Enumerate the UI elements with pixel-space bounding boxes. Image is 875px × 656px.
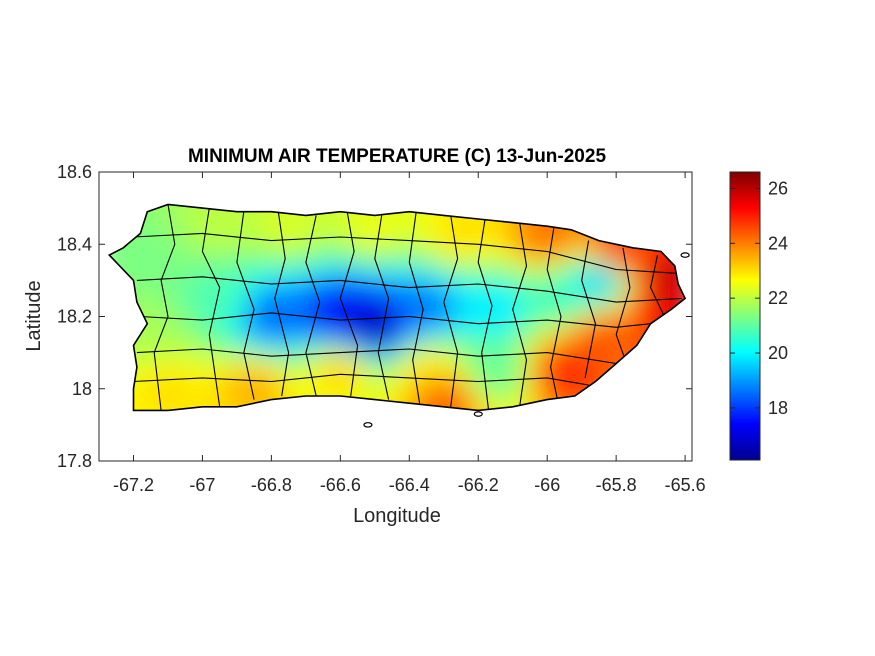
x-axis-ticks: -67.2 -67 -66.8 -66.6 -66.4 -66.2 -66 -65.8 -65.…: [113, 172, 706, 495]
colorbar-tick-label: 18: [768, 398, 788, 418]
map-plot-area: [98, 171, 693, 462]
islet: [363, 422, 373, 428]
municipality-boundary: [153, 204, 176, 411]
islet: [680, 252, 690, 258]
colorbar-gradient: [729, 171, 761, 461]
x-tick-label: -66.6: [320, 475, 361, 495]
municipality-boundary: [201, 208, 221, 407]
municipality-boundary: [305, 215, 321, 397]
municipality-boundary: [274, 211, 290, 397]
x-tick-label: -67: [189, 475, 215, 495]
municipality-boundary: [477, 218, 493, 411]
municipality-boundary: [339, 211, 359, 397]
x-tick-label: -65.6: [665, 475, 706, 495]
chart-title: MINIMUM AIR TEMPERATURE (C) 13-Jun-2025: [188, 146, 606, 167]
y-axis-label: Latitude: [23, 280, 45, 351]
y-tick-label: 18.6: [57, 162, 92, 182]
y-tick-label: 18.4: [57, 234, 92, 254]
colorbar-tick-label: 20: [768, 343, 788, 363]
colorbar-ticks: 18 20 22 24 26: [730, 178, 788, 418]
x-tick-label: -66.2: [458, 475, 499, 495]
y-tick-label: 17.8: [57, 451, 92, 471]
islet: [473, 411, 483, 417]
municipality-boundary: [408, 211, 424, 404]
municipality-boundary: [581, 240, 597, 379]
x-tick-label: -66.8: [251, 475, 292, 495]
municipality-boundary: [615, 247, 631, 364]
y-axis-ticks: 17.8 18 18.2 18.4 18.6: [57, 162, 692, 471]
municipality-boundary: [546, 226, 562, 400]
municipality-boundary: [512, 222, 528, 407]
municipality-boundaries: [133, 204, 682, 411]
colorbar-tick-label: 24: [768, 233, 788, 253]
x-tick-label: -66: [534, 475, 560, 495]
x-tick-label: -67.2: [113, 475, 154, 495]
colorbar: 18 20 22 24 26: [729, 171, 788, 461]
colorbar-tick-label: 22: [768, 288, 788, 308]
x-axis-label: Longitude: [353, 505, 441, 527]
municipality-boundary: [136, 348, 617, 365]
municipality-boundary: [133, 232, 675, 274]
municipality-boundary: [443, 215, 459, 407]
y-tick-label: 18: [72, 379, 92, 399]
islets: [363, 252, 690, 428]
x-tick-label: -65.8: [596, 475, 637, 495]
x-tick-label: -66.4: [389, 475, 430, 495]
municipality-boundary: [236, 211, 255, 400]
municipality-boundary: [136, 276, 682, 303]
municipality-boundary: [374, 215, 390, 400]
y-tick-label: 18.2: [57, 307, 92, 327]
municipality-boundary: [650, 254, 665, 317]
municipality-boundary: [133, 373, 589, 386]
municipality-boundary: [140, 312, 651, 328]
colorbar-tick-label: 26: [768, 178, 788, 198]
